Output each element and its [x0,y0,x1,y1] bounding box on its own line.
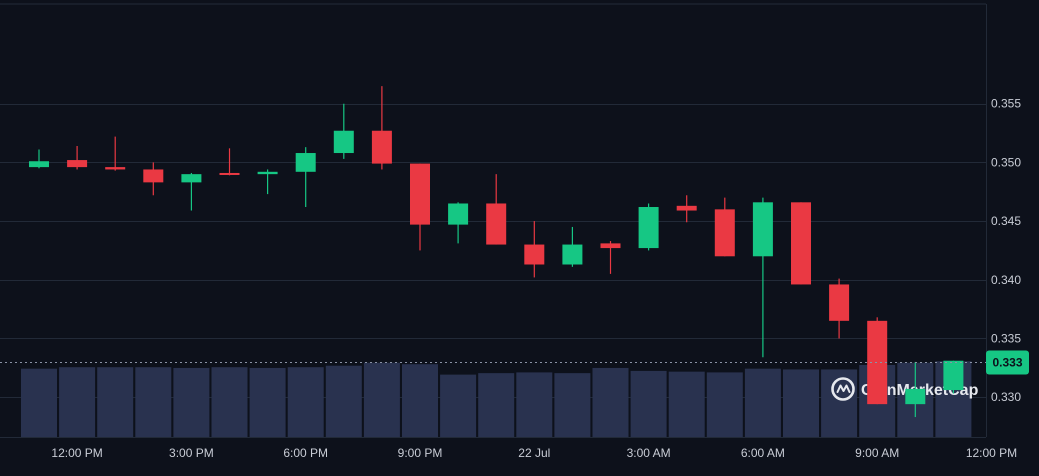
candle [600,241,621,274]
volume-bar [363,362,400,437]
candle-body [486,203,507,245]
volume-bar [173,367,210,437]
volume-bar [249,367,286,437]
x-tick-label: 9:00 AM [855,446,899,460]
candle [752,197,773,358]
volume-bar [478,373,515,437]
candle [524,221,545,278]
candle-body [752,202,773,257]
candle-body [829,284,850,321]
candle-body [791,202,811,285]
x-tick-label: 6:00 AM [741,446,785,460]
candle-body [295,153,316,172]
y-tick-label: 0.355 [991,97,1021,111]
volume-bars [21,361,972,437]
candle-body [105,167,126,170]
candle [905,361,926,418]
candle [714,197,735,257]
current-price-label: 0.333 [992,356,1022,370]
candle-body [371,130,392,164]
candle [486,174,507,245]
candle-body [600,243,621,249]
candle-body [181,174,202,183]
candle [143,162,164,196]
candle-body [714,209,735,257]
candle-body [410,163,430,225]
candle [219,148,240,176]
candle-body [562,244,583,265]
volume-bar [402,364,438,437]
candle [410,163,430,251]
y-tick-label: 0.330 [991,390,1021,404]
candle [295,147,316,208]
candle [181,172,202,211]
candle-body [143,169,164,183]
candle [867,317,888,405]
candle [29,149,49,169]
candle [333,103,354,159]
volume-bar [59,367,96,437]
candle [562,226,583,267]
volume-bar [516,372,553,437]
volume-bar [744,368,781,437]
volume-bar [287,367,324,437]
x-tick-label: 9:00 PM [398,446,443,460]
candle-body [257,171,278,175]
candle-body [219,172,240,175]
candle [257,169,278,195]
current-price-marker: 0.333 [0,350,1029,375]
candle-body [943,360,964,391]
candle [638,203,659,251]
candles [29,86,964,418]
x-tick-label: 12:00 PM [51,446,102,460]
candle [676,195,697,223]
volume-bar [135,367,172,437]
y-tick-label: 0.335 [991,331,1021,345]
candle-body [638,207,659,249]
volume-bar [21,368,57,437]
x-tick-label: 3:00 PM [169,446,214,460]
candle [791,202,811,285]
x-tick-label: 22 Jul [518,446,550,460]
candle [448,202,469,244]
candle [829,278,850,339]
volume-bar [97,367,134,437]
volume-bar [325,365,362,437]
volume-bar [554,373,591,437]
x-tick-label: 3:00 AM [627,446,671,460]
current-price-badge [986,350,1029,375]
candle-body [867,320,888,405]
coinmarketcap-logo-icon [831,377,855,401]
y-tick-label: 0.340 [991,273,1021,287]
volume-bar [668,371,705,437]
volume-bar [630,370,667,437]
volume-bar [706,372,743,437]
candle-body [905,388,926,405]
volume-bar [211,367,248,437]
candle-body [448,203,469,225]
candle [67,145,88,170]
axes: 0.330 0.335 0.340 0.345 0.350 0.355 12:00 PM 3:… [51,97,1021,460]
candle-body [333,130,354,154]
y-tick-label: 0.345 [991,214,1021,228]
volume-bar [783,369,819,437]
candle-body [524,244,545,265]
candle [943,360,964,394]
candle-body [29,161,49,168]
x-tick-label: 6:00 PM [283,446,328,460]
candle-body [67,160,88,168]
volume-bar [592,367,629,437]
y-tick-label: 0.350 [991,155,1021,169]
x-tick-label: 12:00 PM [966,446,1017,460]
candle [371,86,392,170]
candle [105,136,126,171]
volume-bar [440,374,477,437]
candle-body [676,205,697,211]
